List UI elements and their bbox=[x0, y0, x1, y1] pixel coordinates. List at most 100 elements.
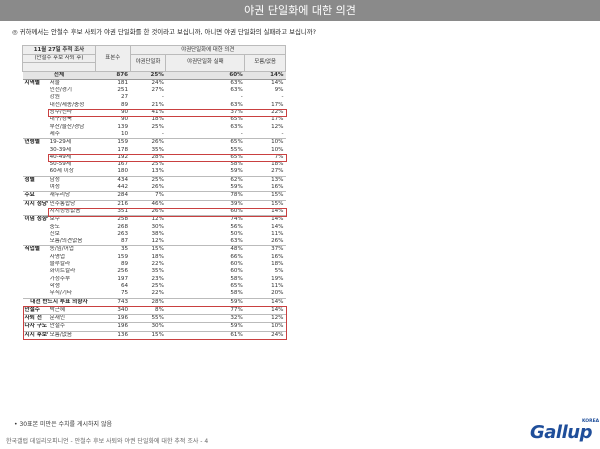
table-row: 대구/경북 90 18% 65% 17% bbox=[23, 116, 286, 123]
row-value-fail: 63% bbox=[230, 87, 243, 94]
row-value-unify: 26% bbox=[151, 184, 164, 191]
row-value-fail: 63% bbox=[230, 101, 243, 108]
table-row: 인천/경기 251 27% 63% 9% bbox=[23, 87, 286, 94]
row-group-label: 성별 bbox=[22, 175, 48, 185]
row-sample-size: 180 bbox=[117, 168, 129, 175]
opinion-group-header: 야권단일화에 대한 의견 bbox=[129, 45, 287, 55]
col-header-unify: 야권단일화 bbox=[129, 54, 167, 72]
table-row: 여성 442 26% 59% 16% bbox=[23, 184, 286, 192]
table-row: 이념 성향별보수25812%74%14% bbox=[22, 215, 286, 224]
row-sample-size: 64 bbox=[120, 282, 129, 289]
row-value-fail: 60% bbox=[165, 70, 245, 80]
row-value-dontknow: 14% bbox=[244, 78, 286, 88]
row-value-dontknow: - bbox=[281, 94, 284, 101]
table-row: 50-59세 167 25% 58% 18% bbox=[23, 161, 286, 168]
table-row: 가정주부 197 23% 58% 19% bbox=[23, 276, 286, 283]
row-value-dontknow: 17% bbox=[271, 101, 284, 108]
table-row: 모름/의견없음 87 12% 63% 26% bbox=[23, 238, 286, 246]
row-value-dontknow: 14% bbox=[244, 215, 286, 224]
row-sample-size: 743 bbox=[95, 297, 131, 307]
row-group-label bbox=[23, 283, 48, 290]
row-value-dontknow: 11% bbox=[271, 230, 284, 237]
row-value-fail: - bbox=[240, 94, 243, 101]
row-value-unify: 55% bbox=[130, 314, 166, 323]
row-value-unify: 26% bbox=[151, 207, 164, 214]
row-label: 60세 이상 bbox=[49, 168, 74, 175]
table-row: 진보 263 38% 50% 11% bbox=[23, 231, 286, 238]
row-label: 모름/의견없음 bbox=[49, 238, 83, 245]
row-sample-size: 89 bbox=[120, 261, 129, 268]
row-value-fail: 63% bbox=[230, 123, 243, 130]
row-value-unify: 15% bbox=[130, 245, 166, 254]
row-value-unify: 25% bbox=[151, 282, 164, 289]
table-row: 성별 남성 434 25% 62% 13% bbox=[22, 175, 286, 185]
row-value-unify: 25% bbox=[151, 123, 164, 130]
row-label: 인천/경기 bbox=[49, 87, 73, 94]
row-label: 남성 bbox=[47, 175, 96, 185]
row-value-unify: 15% bbox=[130, 330, 166, 339]
row-value-dontknow: 13% bbox=[244, 175, 286, 185]
row-value-unify: 22% bbox=[151, 290, 164, 297]
row-value-fail: 39% bbox=[165, 199, 245, 208]
row-value-unify: 7% bbox=[130, 191, 166, 201]
row-label: 40-49세 bbox=[49, 153, 71, 160]
row-value-dontknow: 10% bbox=[244, 322, 286, 332]
row-label: 안철수 bbox=[47, 322, 96, 332]
row-value-fail: 37% bbox=[230, 109, 243, 116]
row-label: 가정주부 bbox=[49, 275, 71, 282]
row-label: 서울 bbox=[47, 78, 96, 88]
row-sample-size: 159 bbox=[117, 253, 129, 260]
row-group-label: 사퇴 전 bbox=[22, 314, 48, 323]
table-row: 30-39세 178 35% 55% 10% bbox=[23, 147, 286, 154]
row-sample-size: 75 bbox=[120, 290, 129, 297]
row-value-unify: 25% bbox=[130, 175, 166, 185]
table-row: 부산/울산/경남 139 25% 63% 12% bbox=[23, 124, 286, 131]
table-row: 제주 10 - - - bbox=[23, 131, 286, 139]
table-row: 연령별 19-29세 159 26% 65% 10% bbox=[22, 138, 286, 147]
row-value-dontknow: 10% bbox=[271, 146, 284, 153]
row-value-dontknow: 11% bbox=[271, 282, 284, 289]
row-sample-size: 139 bbox=[117, 123, 129, 130]
row-value-fail: 65% bbox=[230, 153, 243, 160]
table-row: 지역별 서울 181 24% 63% 14% bbox=[22, 78, 286, 88]
row-value-unify: 35% bbox=[151, 146, 164, 153]
table-row: 주요 새누리당 284 7% 78% 15% bbox=[22, 191, 286, 201]
row-label: 진보 bbox=[49, 230, 60, 237]
row-label: 블루칼라 bbox=[49, 261, 71, 268]
row-label: 민주통합당 bbox=[47, 199, 96, 208]
row-group-label: 지역별 bbox=[22, 78, 48, 88]
row-label: 부산/울산/경남 bbox=[49, 123, 85, 130]
row-label: 농/임/어업 bbox=[47, 245, 96, 254]
row-value-dontknow: 14% bbox=[244, 305, 286, 315]
survey-sublabel: (안철수 후보 사퇴 후) bbox=[22, 53, 96, 64]
row-value-fail: 63% bbox=[165, 78, 245, 88]
row-value-fail: 59% bbox=[165, 322, 245, 332]
row-value-dontknow: 27% bbox=[271, 168, 284, 175]
row-sample-size: 10 bbox=[120, 130, 129, 137]
row-sample-size: 284 bbox=[95, 191, 131, 201]
row-group-label bbox=[23, 147, 48, 154]
row-group-label: 주요 bbox=[22, 191, 48, 201]
row-value-fail: - bbox=[240, 130, 243, 137]
row-sample-size: 87 bbox=[120, 238, 129, 245]
row-value-fail: 63% bbox=[230, 238, 243, 245]
row-group-label: 연령별 bbox=[22, 138, 48, 147]
row-group-label bbox=[23, 102, 48, 109]
row-sample-size: 434 bbox=[95, 175, 131, 185]
row-value-unify: 8% bbox=[130, 305, 166, 315]
row-value-fail: 50% bbox=[230, 230, 243, 237]
row-sample-size: 256 bbox=[117, 268, 129, 275]
row-sample-size: 263 bbox=[117, 230, 129, 237]
table-row-total: 전체 876 25% 60% 14% bbox=[22, 70, 286, 80]
row-value-fail: 55% bbox=[230, 146, 243, 153]
table-row: 다자 구도 안철수 196 30% 59% 10% bbox=[22, 322, 286, 332]
row-value-unify: 23% bbox=[151, 275, 164, 282]
table-row: 직업별 농/임/어업 35 15% 48% 37% bbox=[22, 245, 286, 254]
row-value-dontknow: 12% bbox=[271, 123, 284, 130]
page-title: 야권 단일화에 대한 의견 bbox=[244, 4, 356, 17]
row-value-fail: 62% bbox=[165, 175, 245, 185]
row-value-dontknow: 17% bbox=[271, 116, 284, 123]
row-group-label bbox=[23, 87, 48, 94]
row-value-dontknow: 7% bbox=[274, 153, 284, 160]
